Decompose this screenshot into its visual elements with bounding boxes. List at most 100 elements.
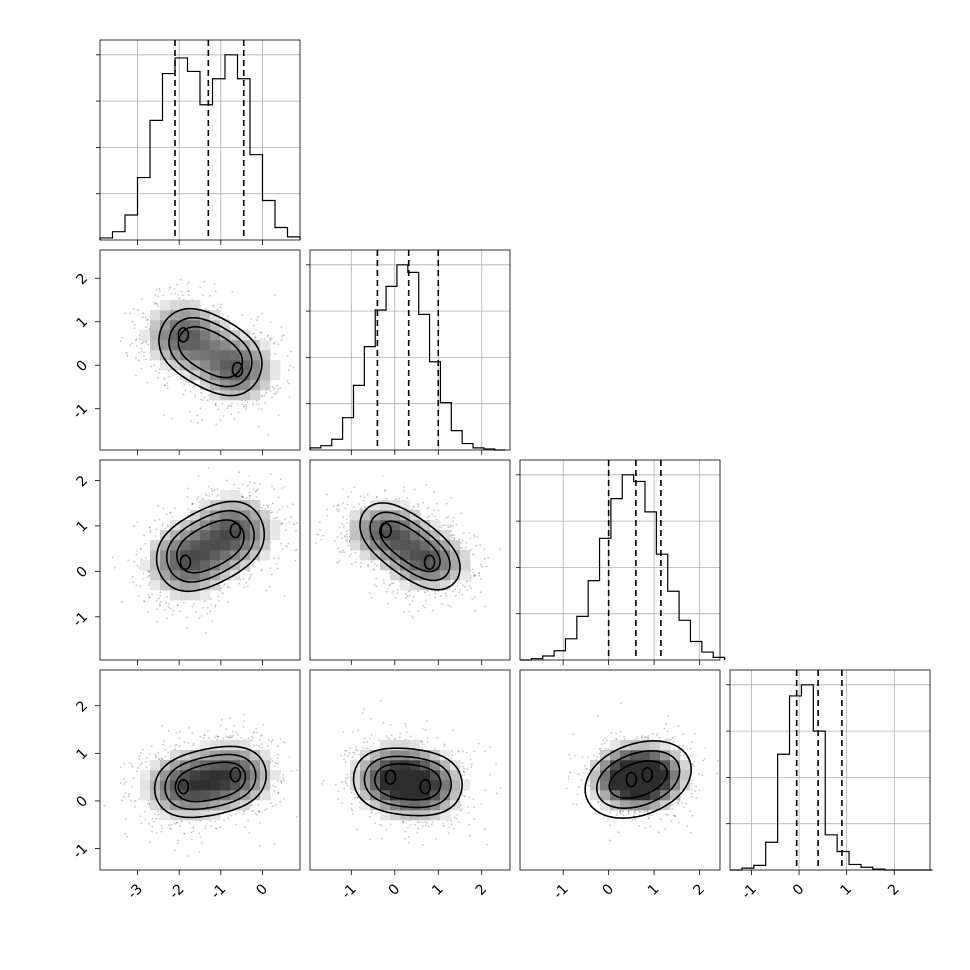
scatter-point [456,585,459,587]
scatter-point [454,588,456,591]
scatter-point [216,735,219,738]
scatter-point [200,615,203,617]
scatter-point [149,841,151,844]
scatter-point [255,744,258,747]
scatter-point [476,535,479,538]
scatter-point [145,341,148,344]
scatter-point [216,308,219,311]
scatter-point [183,741,186,744]
scatter-point [180,290,183,293]
scatter-point [261,734,263,736]
scatter-point [243,586,246,589]
scatter-point [253,482,256,485]
scatter-point [246,401,249,404]
scatter-point [290,770,293,772]
scatter-point [131,575,134,578]
scatter-point [193,394,196,397]
scatter-point [276,567,279,570]
scatter-point [434,590,437,593]
scatter-point [445,502,448,505]
scatter-point [342,516,345,519]
scatter-point [271,760,274,763]
scatter-point [230,413,233,416]
scatter-point [270,511,272,514]
scatter-point [140,752,142,755]
scatter-point [280,781,283,784]
scatter-point [183,384,186,386]
scatter-point [408,603,411,606]
scatter-point [242,725,245,728]
scatter-point [207,485,210,488]
scatter-point [337,504,339,507]
scatter-point [272,784,275,787]
scatter-point [296,816,298,818]
scatter-point [338,560,341,563]
scatter-point [175,743,178,746]
scatter-point [166,595,169,598]
scatter-point [271,805,274,808]
scatter-point [266,335,269,338]
scatter-point [315,533,318,536]
scatter-point [258,845,261,847]
scatter-point [364,505,366,508]
scatter-point [269,585,271,588]
scatter-point [372,569,375,571]
scatter-point [315,542,318,545]
scatter-point [354,561,357,563]
scatter-point [260,746,263,749]
scatter-point [270,573,273,576]
scatter-point [216,488,219,491]
scatter-point [249,576,251,579]
scatter-point [172,609,175,612]
scatter-point [160,824,163,827]
scatter-point [153,364,156,367]
scatter-point [204,493,207,496]
scatter-point [406,497,409,499]
scatter-point [223,583,226,586]
scatter-point [133,323,136,326]
scatter-point [228,736,231,739]
scatter-point [250,803,253,806]
scatter-point [249,480,251,483]
scatter-point [360,507,362,510]
scatter-point [150,365,153,368]
scatter-point [192,603,195,605]
scatter-point [154,294,157,296]
scatter-point [143,810,146,813]
scatter-point [288,521,291,524]
scatter-point [226,407,229,410]
scatter-point [125,351,128,354]
scatter-point [411,508,414,510]
scatter-point [130,785,133,788]
scatter-point [252,488,255,491]
scatter-point [121,336,124,339]
scatter-point [203,396,206,399]
scatter-point [179,278,182,281]
scatter-point [130,763,133,766]
scatter-point [217,493,220,496]
scatter-point [163,414,166,417]
scatter-point [173,287,176,290]
scatter-point [111,556,114,559]
scatter-point [143,534,145,537]
scatter-point [435,518,438,521]
scatter-point [263,337,266,340]
scatter-point [424,591,427,594]
scatter-point [436,502,438,505]
scatter-point [126,835,128,838]
scatter-point [341,488,344,491]
scatter-point [292,503,294,506]
scatter-point [215,827,218,830]
scatter-point [274,786,277,789]
scatter-point [455,523,458,526]
scatter-point [241,496,244,498]
scatter-point [277,343,280,346]
scatter-point [274,352,277,355]
scatter-point [205,631,208,634]
scatter-point [217,408,220,411]
scatter-point [157,757,160,759]
scatter-point [478,574,481,577]
scatter-point [398,497,401,500]
scatter-point [248,495,251,497]
